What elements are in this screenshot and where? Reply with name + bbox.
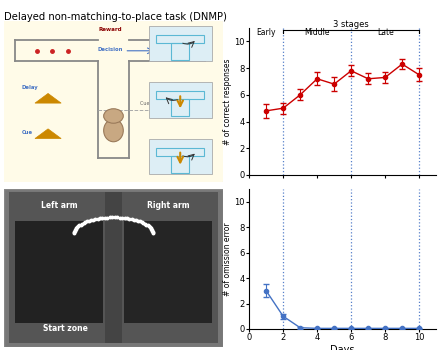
FancyBboxPatch shape <box>2 19 225 184</box>
Circle shape <box>104 109 123 123</box>
Bar <box>157 148 204 155</box>
Text: Decision: Decision <box>97 47 123 52</box>
Text: Delayed non-matching-to-place task (DNMP): Delayed non-matching-to-place task (DNMP… <box>4 12 227 22</box>
Bar <box>16 220 103 323</box>
Y-axis label: # of omission error: # of omission error <box>223 222 232 296</box>
Text: Early: Early <box>256 28 276 37</box>
Polygon shape <box>35 129 61 139</box>
Bar <box>171 43 189 60</box>
Text: Cue offset: Cue offset <box>140 101 165 106</box>
Bar <box>171 99 189 116</box>
Polygon shape <box>35 93 61 103</box>
Bar <box>157 91 204 99</box>
Text: 3 stages: 3 stages <box>333 20 369 29</box>
Text: Delay: Delay <box>22 85 39 90</box>
Bar <box>149 82 212 118</box>
X-axis label: Days: Days <box>330 345 355 350</box>
Text: Late: Late <box>377 28 393 37</box>
Text: Reward: Reward <box>98 27 122 31</box>
Bar <box>171 155 189 173</box>
Ellipse shape <box>104 119 123 142</box>
Y-axis label: # of correct responses: # of correct responses <box>223 58 232 145</box>
Text: Start zone: Start zone <box>43 324 88 333</box>
Text: Left arm: Left arm <box>40 201 77 210</box>
Text: Right arm: Right arm <box>147 201 189 210</box>
Text: Cue: Cue <box>22 130 33 135</box>
Bar <box>125 220 212 323</box>
Bar <box>149 26 212 61</box>
Bar <box>149 139 212 174</box>
Bar <box>105 192 122 343</box>
Text: Middle: Middle <box>304 28 330 37</box>
Bar <box>157 35 204 43</box>
